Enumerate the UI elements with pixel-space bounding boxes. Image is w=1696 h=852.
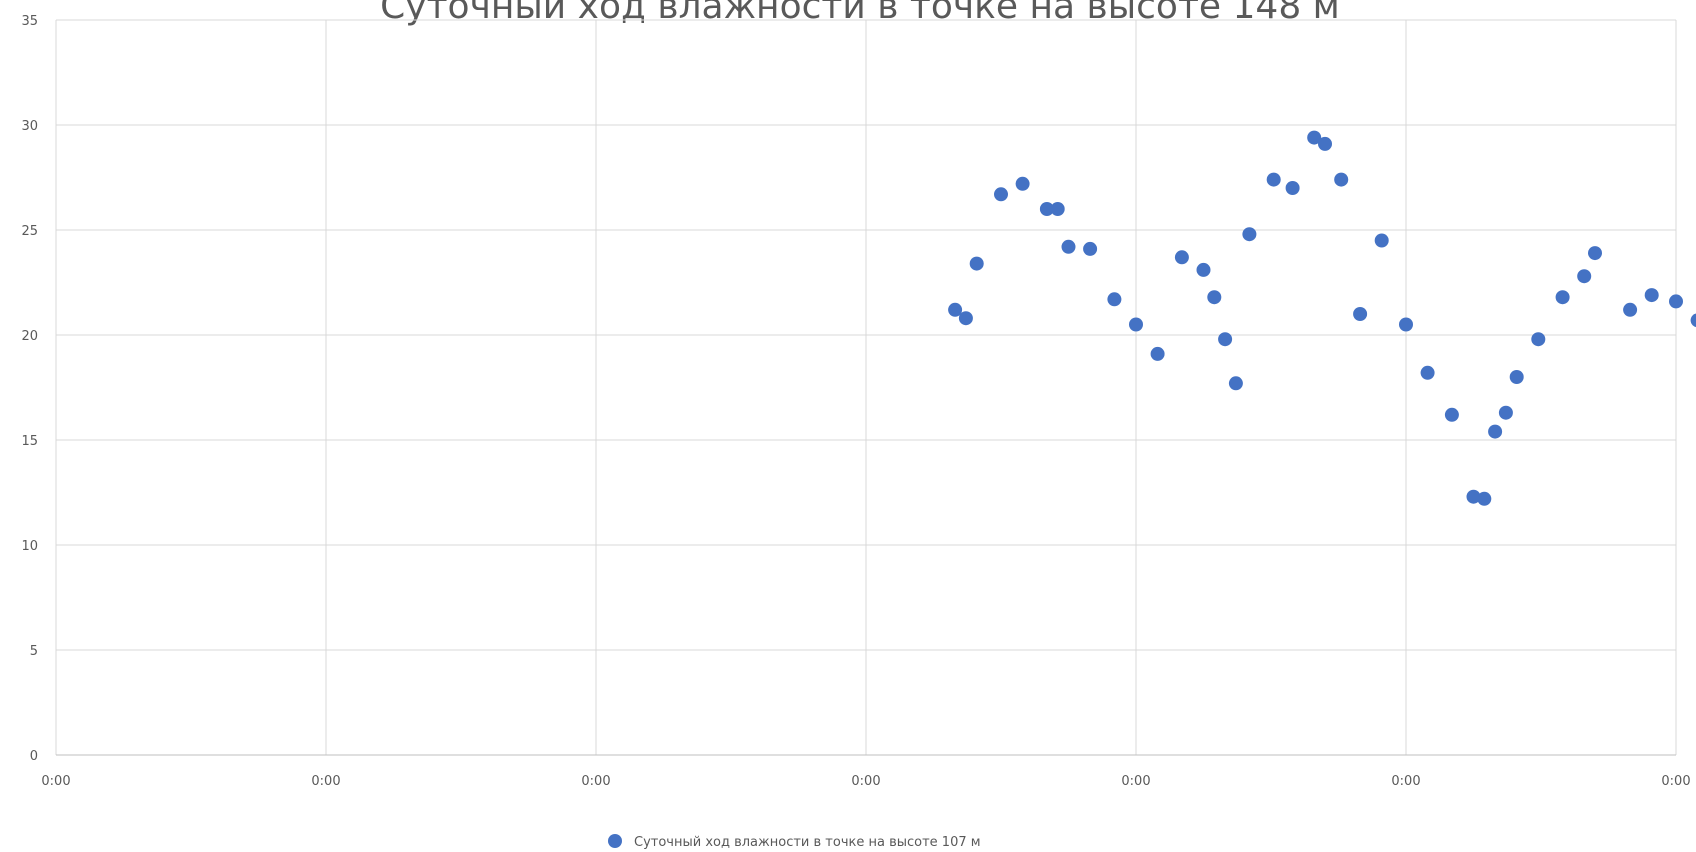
- data-point: [969, 256, 984, 271]
- x-tick-label: 0:00: [41, 774, 70, 789]
- data-point: [1466, 489, 1481, 504]
- data-point: [1266, 172, 1281, 187]
- data-point: [1334, 172, 1349, 187]
- data-point: [1218, 332, 1233, 347]
- y-tick-label: 35: [21, 14, 38, 29]
- data-point: [1107, 292, 1122, 307]
- y-tick-label: 15: [21, 434, 38, 449]
- data-point: [1623, 302, 1638, 317]
- data-point: [1690, 313, 1696, 328]
- data-point: [1083, 241, 1098, 256]
- data-point: [1039, 202, 1054, 216]
- data-points: [948, 130, 1696, 506]
- data-point: [1669, 294, 1683, 309]
- y-tick-label: 0: [30, 749, 38, 764]
- legend-marker: [608, 834, 622, 848]
- data-point: [1374, 233, 1389, 248]
- data-point: [1644, 288, 1659, 303]
- data-point: [1318, 136, 1332, 151]
- data-point: [1399, 317, 1413, 332]
- chart-title: Суточный ход влажности в точке на высоте…: [380, 0, 1340, 27]
- y-tick-label: 20: [21, 329, 38, 344]
- data-point: [1488, 424, 1503, 439]
- y-tick-label: 25: [21, 224, 38, 239]
- x-tick-label: 0:00: [1121, 774, 1150, 789]
- y-tick-labels: 0 5 10 15 20 25 30 35: [21, 14, 38, 764]
- data-point: [958, 311, 973, 326]
- data-point: [1531, 332, 1546, 347]
- data-point: [1174, 250, 1189, 265]
- data-point: [1061, 239, 1076, 254]
- data-point: [1242, 227, 1257, 242]
- data-point: [1207, 290, 1222, 305]
- y-tick-label: 10: [21, 539, 38, 554]
- data-point: [1129, 317, 1143, 332]
- data-point: [1307, 130, 1322, 145]
- x-tick-label: 0:00: [1391, 774, 1420, 789]
- data-point: [1444, 407, 1459, 422]
- data-point: [1228, 376, 1243, 391]
- data-point: [1150, 346, 1165, 361]
- data-point: [1555, 290, 1570, 305]
- x-tick-label: 0:00: [851, 774, 880, 789]
- legend: Суточный ход влажности в точке на высоте…: [608, 834, 981, 850]
- data-point: [1285, 181, 1300, 195]
- x-tick-label: 0:00: [1661, 774, 1690, 789]
- data-point: [1420, 365, 1435, 380]
- data-point: [1015, 176, 1030, 191]
- data-point: [1353, 307, 1368, 321]
- legend-label: Суточный ход влажности в точке на высоте…: [634, 835, 981, 850]
- data-point: [1477, 491, 1492, 506]
- x-tick-label: 0:00: [581, 774, 610, 789]
- data-point: [1509, 370, 1524, 384]
- data-point: [1588, 246, 1602, 261]
- y-tick-label: 5: [30, 644, 38, 659]
- data-point: [994, 187, 1008, 202]
- data-point: [1577, 269, 1592, 284]
- data-point: [1196, 262, 1211, 277]
- gridlines: [55, 19, 1677, 755]
- data-point: [1498, 405, 1513, 420]
- x-tick-labels: 0:00 0:00 0:00 0:00 0:00 0:00 0:00: [41, 774, 1690, 789]
- data-point: [948, 302, 963, 317]
- y-tick-label: 30: [21, 119, 38, 134]
- data-point: [1050, 202, 1065, 216]
- x-tick-label: 0:00: [311, 774, 340, 789]
